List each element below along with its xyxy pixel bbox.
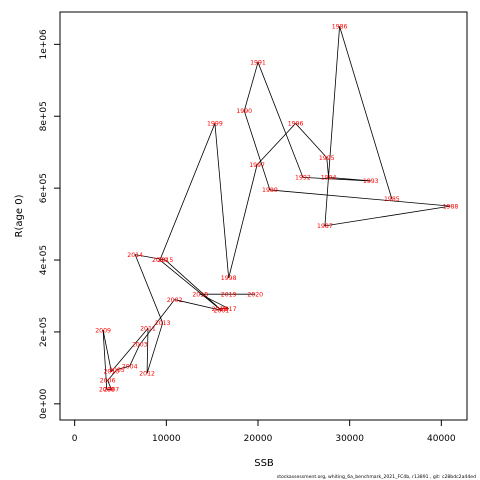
- y-tick-label: 1e+06: [39, 29, 49, 60]
- trajectory-segment-2002-2003: [139, 299, 175, 345]
- year-label-2015: 2015: [158, 257, 174, 264]
- year-label-2010: 2010: [103, 369, 119, 376]
- x-tick-label: 40000: [427, 434, 456, 444]
- trajectory-segment-1998-1999: [214, 123, 230, 279]
- trajectory-segment-1985-1986: [339, 26, 393, 200]
- trajectory-segment-2004-2005: [116, 365, 130, 371]
- year-label-2012: 2012: [139, 370, 155, 377]
- year-label-2019: 2019: [221, 291, 237, 298]
- trajectory-segment-1999-2000: [159, 123, 216, 261]
- year-label-2013: 2013: [155, 320, 171, 327]
- year-label-1999: 1999: [207, 121, 223, 128]
- trajectory-segment-2000-2001: [159, 259, 222, 311]
- year-label-1991: 1991: [250, 60, 266, 67]
- trajectory-segment-1994-1995: [326, 157, 329, 178]
- trajectory-segment-1991-1992: [257, 62, 304, 178]
- trajectory-segment-1986-1987: [324, 26, 340, 226]
- trajectory-segment-1996-1997: [256, 123, 296, 166]
- year-label-2005: 2005: [109, 367, 125, 374]
- year-label-2003: 2003: [132, 342, 148, 349]
- year-labels: 1985 1986 1987 1988 1989 1990 1991 1992 1993 1994…: [95, 24, 458, 394]
- year-label-1988: 1988: [443, 203, 459, 210]
- year-label-1987: 1987: [317, 223, 333, 230]
- y-tick-label: 0e+00: [39, 388, 49, 419]
- year-label-2011: 2011: [140, 326, 156, 333]
- year-label-1985: 1985: [384, 196, 400, 203]
- trajectory-segment-2014-2015: [135, 254, 166, 261]
- y-tick-label: 6e+05: [39, 173, 49, 203]
- trajectory-segment-2012-2013: [146, 322, 164, 374]
- x-tick-label: 0: [72, 434, 78, 444]
- year-label-1998: 1998: [221, 275, 237, 282]
- year-label-1996: 1996: [288, 121, 304, 128]
- x-axis: 0 10000 20000 30000 40000: [72, 419, 456, 444]
- plot-frame: [59, 11, 468, 421]
- year-label-2020: 2020: [247, 291, 263, 298]
- trajectory-segment-1989-1990: [243, 110, 271, 191]
- trajectory-segment-1997-1998: [228, 164, 258, 279]
- x-tick-label: 30000: [335, 434, 364, 444]
- year-label-2018: 2018: [192, 291, 208, 298]
- recruitment-trajectory: [102, 26, 451, 390]
- trajectory-segment-2001-2002: [174, 299, 222, 311]
- trajectory-segment-2013-2014: [134, 254, 164, 324]
- trajectory-segment-2011-2012: [146, 328, 149, 374]
- trajectory-segment-2008-2009: [102, 330, 108, 390]
- x-tick-label: 10000: [152, 434, 181, 444]
- trajectory-segment-1988-1989: [269, 189, 451, 207]
- y-tick-label: 4e+05: [39, 245, 49, 275]
- year-label-1994: 1994: [321, 175, 337, 182]
- year-label-1989: 1989: [262, 187, 278, 194]
- year-label-1992: 1992: [295, 175, 311, 182]
- trajectory-segment-1990-1991: [243, 62, 259, 111]
- year-label-2002: 2002: [167, 297, 183, 304]
- year-label-2000: 2000: [152, 257, 168, 264]
- year-label-2016: 2016: [212, 306, 228, 313]
- x-axis-title: SSB: [254, 458, 274, 469]
- trajectory-segment-2010-2011: [111, 328, 149, 372]
- year-label-1993: 1993: [363, 178, 379, 185]
- year-label-2014: 2014: [127, 252, 143, 259]
- y-axis: 0e+00 2e+05 4e+05 6e+05 8e+05 1e+06: [39, 29, 61, 419]
- trajectory-segment-1995-1996: [295, 123, 328, 158]
- trajectory-segment-2009-2010: [102, 330, 112, 372]
- y-tick-label: 2e+05: [39, 317, 49, 347]
- trajectory-segment-2015-2016: [165, 259, 220, 309]
- year-label-2007: 2007: [103, 387, 119, 394]
- year-label-1995: 1995: [319, 155, 335, 162]
- year-label-2004: 2004: [122, 363, 138, 370]
- y-axis-title: R(age 0): [14, 194, 25, 237]
- year-label-1990: 1990: [236, 108, 252, 115]
- trajectory-segment-1993-1994: [328, 176, 371, 182]
- trajectory-segment-2005-2006: [107, 369, 118, 381]
- trajectory-segment-2017-2018: [200, 293, 229, 309]
- y-tick-label: 8e+05: [39, 101, 49, 131]
- year-label-1997: 1997: [249, 162, 265, 169]
- trajectory-segment-2006-2007: [107, 380, 112, 390]
- x-tick-label: 20000: [244, 434, 273, 444]
- footer-note: stockassessment.org, whiting_6a_benchmar…: [277, 474, 476, 480]
- year-label-1986: 1986: [332, 24, 348, 31]
- year-label-2017: 2017: [221, 306, 237, 313]
- year-label-2009: 2009: [95, 327, 111, 334]
- year-label-2001: 2001: [213, 308, 229, 315]
- trajectory-segment-1987-1988: [324, 205, 451, 227]
- year-label-2008: 2008: [99, 387, 115, 394]
- year-label-2006: 2006: [100, 378, 116, 385]
- trajectory-segment-2003-2004: [129, 344, 141, 367]
